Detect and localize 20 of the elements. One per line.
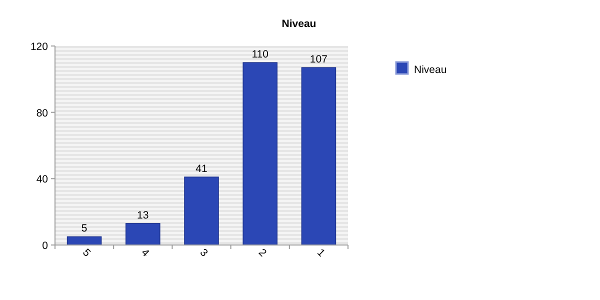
bar [242,62,278,246]
data-label: 13 [137,209,149,222]
chart-title: Niveau [282,18,316,30]
legend-label: Niveau [414,64,447,76]
bar [126,223,160,246]
bar [301,67,336,246]
x-tick-label: 5 [80,246,93,260]
data-label: 5 [81,222,88,235]
y-tick-label: 0 [42,240,48,252]
y-tick-label: 40 [36,174,48,186]
y-tick-label: 120 [30,41,48,53]
x-tick-label: 1 [314,246,328,260]
x-tick-label: 3 [197,246,210,260]
bar [184,176,219,246]
x-tick-label: 4 [138,246,152,260]
data-label: 41 [196,163,208,176]
y-tick-label: 80 [36,107,48,120]
data-label: 107 [310,54,328,66]
x-tick-label: 2 [256,246,269,260]
data-label: 110 [252,48,269,61]
